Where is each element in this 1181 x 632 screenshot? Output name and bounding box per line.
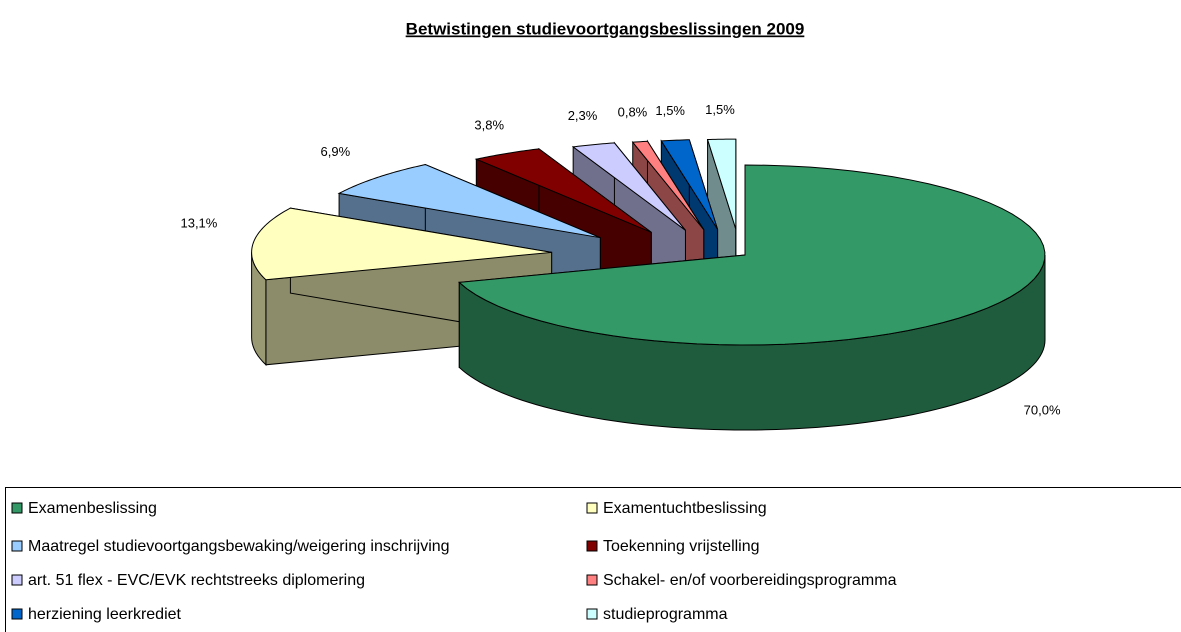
data-label: 13,1% [180,216,217,231]
slice [458,164,1046,431]
legend-swatch [586,540,598,552]
slice-top [631,140,705,230]
legend-swatch [11,574,23,586]
data-label: 0,8% [618,105,648,120]
legend-swatch [11,502,23,514]
slice-top [706,138,737,230]
slice-top [251,207,552,281]
legend-label: Toekenning vrijstelling [603,538,760,555]
slice-top [571,142,686,231]
legend-label: art. 51 flex - EVC/EVK rechtstreeks dipl… [28,572,365,589]
slice-top [458,164,1046,346]
legend-label: Schakel- en/of voorbereidingsprogramma [603,572,897,589]
data-label: 1,5% [705,102,735,117]
legend-swatch [11,540,23,552]
legend-swatch [586,502,598,514]
slice-top [660,139,719,230]
data-label: 1,5% [655,103,685,118]
chart-title: Betwistingen studievoortgangsbeslissinge… [406,19,805,38]
legend-label: Examentuchtbeslissing [603,500,767,517]
slice-top [337,164,601,239]
legend-swatch [586,574,598,586]
legend-label: Examenbeslissing [28,500,157,517]
legend-label: studieprogramma [603,606,728,623]
data-label: 2,3% [568,108,598,123]
legend-label: herziening leerkrediet [28,606,182,623]
data-label: 3,8% [474,117,504,132]
data-label: 70,0% [1024,402,1061,417]
legend-label: Maatregel studievoortgangsbewaking/weige… [28,538,450,555]
data-label: 6,9% [321,144,351,159]
legend-swatch [11,608,23,620]
legend-swatch [586,608,598,620]
slice-top [474,148,652,233]
